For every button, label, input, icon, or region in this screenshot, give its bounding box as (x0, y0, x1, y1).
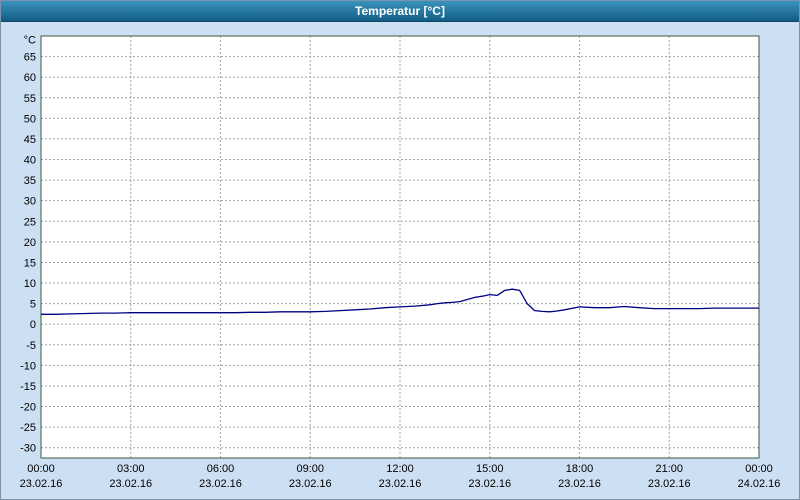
temperature-chart: °C65605550454035302520151050-5-10-15-20-… (20, 35, 781, 490)
y-tick-label: 15 (24, 257, 36, 269)
y-tick-label: 25 (24, 216, 36, 228)
x-tick-time-label: 00:00 (745, 463, 773, 475)
y-tick-label: 50 (24, 113, 36, 125)
plot-border (40, 35, 760, 459)
x-tick-time-label: 18:00 (566, 463, 594, 475)
y-tick-label: 0 (30, 319, 36, 331)
x-tick-time-label: 06:00 (207, 463, 235, 475)
plot-area (41, 36, 759, 458)
temperature-series-line (41, 288, 759, 315)
y-tick-label: -15 (20, 381, 36, 393)
x-tick-date-label: 23.02.16 (648, 478, 691, 490)
x-tick-time-label: 00:00 (27, 463, 55, 475)
x-tick-time-label: 12:00 (386, 463, 414, 475)
y-tick-label: 35 (24, 175, 36, 187)
y-axis-unit-label: °C (24, 35, 36, 47)
y-tick-label: 30 (24, 196, 36, 208)
x-tick-time-label: 21:00 (655, 463, 683, 475)
y-tick-label: -5 (26, 340, 36, 352)
x-tick-date-label: 23.02.16 (109, 478, 152, 490)
chart-container: °C 65 60 55 50 45 40 35 30 25 20 15 10 5 0 -5 -10 -15 -20-… (1, 22, 799, 499)
y-tick-label: 60 (24, 72, 36, 84)
window-titlebar: Temperatur [°C] (1, 1, 799, 22)
x-tick-time-label: 09:00 (296, 463, 324, 475)
x-tick-date-label: 23.02.16 (379, 478, 422, 490)
x-tick-date-label: 23.02.16 (199, 478, 242, 490)
y-tick-label: -30 (20, 443, 36, 455)
y-tick-label: 10 (24, 278, 36, 290)
x-tick-date-label: 23.02.16 (468, 478, 511, 490)
y-tick-label: 45 (24, 134, 36, 146)
y-tick-label: -25 (20, 422, 36, 434)
x-tick-time-label: 03:00 (117, 463, 145, 475)
x-tick-date-label: 23.02.16 (20, 478, 63, 490)
y-tick-label: -10 (20, 360, 36, 372)
x-tick-date-label: 23.02.16 (558, 478, 601, 490)
window-title: Temperatur [°C] (355, 4, 445, 18)
y-tick-label: -20 (20, 402, 36, 414)
y-tick-label: 40 (24, 155, 36, 167)
x-tick-time-label: 15:00 (476, 463, 504, 475)
x-tick-date-label: 23.02.16 (289, 478, 332, 490)
y-tick-label: 55 (24, 93, 36, 105)
y-tick-label: 20 (24, 237, 36, 249)
y-tick-label: 5 (30, 299, 36, 311)
x-tick-date-label: 24.02.16 (738, 478, 781, 490)
y-tick-label: 65 (24, 52, 36, 64)
